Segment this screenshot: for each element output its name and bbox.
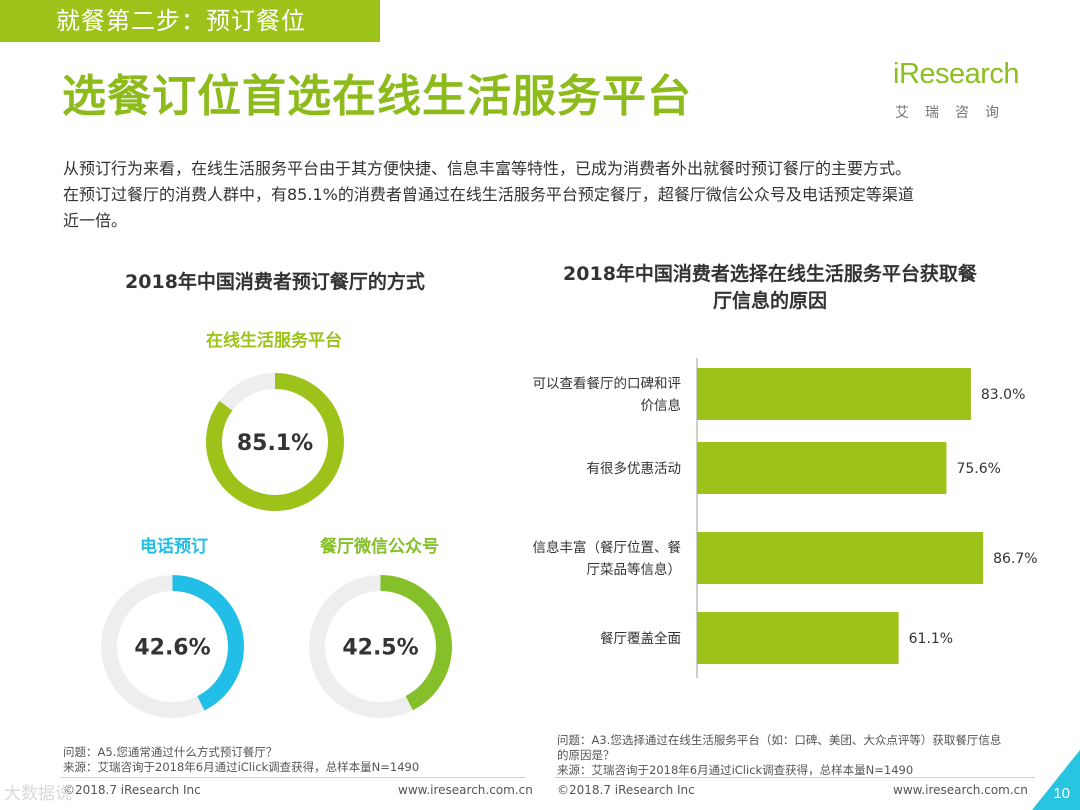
- donut-arc: [206, 373, 344, 511]
- donut-chart-wechat: 42.5%: [309, 575, 452, 718]
- page-title: 选餐订位首选在线生活服务平台: [62, 71, 692, 122]
- bar-category-label-2: 厅菜品等信息）: [587, 561, 682, 578]
- right-notes: 问题：A3.您选择通过在线生活服务平台（如：口碑、美团、大众点评等）获取餐厅信息…: [557, 733, 1001, 778]
- donut-arc: [101, 575, 244, 718]
- logo-wordmark: iResearch: [893, 58, 1020, 90]
- footer-copyright-left: ©2018.7 iResearch Inc: [63, 783, 201, 797]
- bar-3: [697, 612, 899, 664]
- left-notes: 问题：A5.您通常通过什么方式预订餐厅？ 来源：艾瑞咨询于2018年6月通过iC…: [63, 745, 419, 775]
- right-chart-title-line-1: 2018年中国消费者选择在线生活服务平台获取餐: [563, 263, 977, 285]
- footer-copyright-right: ©2018.7 iResearch Inc: [557, 783, 695, 797]
- footer-divider-left: [60, 777, 525, 778]
- left-note-question: 问题：A5.您通常通过什么方式预订餐厅？: [63, 745, 278, 759]
- footer-url-right[interactable]: www.iresearch.com.cn: [893, 783, 1028, 797]
- left-note-source: 来源：艾瑞咨询于2018年6月通过iClick调查获得，总样本量N=1490: [63, 760, 420, 774]
- right-note-question-2: 的原因是？: [557, 748, 615, 762]
- bar-category-label-0: 价信息: [641, 397, 682, 414]
- footer-url-left[interactable]: www.iresearch.com.cn: [398, 783, 533, 797]
- donut-arc: [309, 575, 452, 718]
- footer-divider-right: [555, 777, 1035, 778]
- bar-value-label-3: 61.1%: [909, 631, 953, 647]
- bar-category-label-2: 信息丰富（餐厅位置、餐: [533, 539, 682, 556]
- bar-value-label-0: 83.0%: [981, 387, 1025, 403]
- corner-triangle: [1032, 750, 1080, 810]
- section-step-tag: 就餐第二步：预订餐位: [0, 0, 380, 42]
- donut-label-phone: 电话预订: [140, 537, 208, 557]
- iresearch-logo: iResearch 艾瑞咨询: [893, 58, 1025, 126]
- bar-category-label-0: 可以查看餐厅的口碑和评: [533, 376, 682, 392]
- bar-0: [697, 368, 971, 420]
- donut-label-online: 在线生活服务平台: [206, 331, 342, 351]
- bar-category-label-1: 有很多优惠活动: [587, 460, 682, 477]
- left-chart-title: 2018年中国消费者预订餐厅的方式: [125, 271, 425, 293]
- right-note-question-1: 问题：A3.您选择通过在线生活服务平台（如：口碑、美团、大众点评等）获取餐厅信息: [557, 733, 1002, 747]
- page-number: 10: [1053, 785, 1070, 802]
- watermark-text: 大数据说: [4, 784, 72, 804]
- right-chart-title-line-2: 厅信息的原因: [712, 290, 827, 312]
- right-chart-title: 2018年中国消费者选择在线生活服务平台获取餐 厅信息的原因: [530, 261, 1010, 315]
- bar-category-label-3: 餐厅覆盖全面: [600, 630, 681, 647]
- donut-chart-online: 85.1%: [206, 373, 344, 511]
- intro-line-2: 在预订过餐厅的消费人群中，有85.1%的消费者曾通过在线生活服务平台预定餐厅，超…: [63, 185, 914, 204]
- intro-paragraph: 从预订行为来看，在线生活服务平台由于其方便快捷、信息丰富等特性，已成为消费者外出…: [63, 156, 1033, 234]
- bar-value-label-1: 75.6%: [956, 461, 1000, 477]
- intro-line-3: 近一倍。: [63, 211, 128, 230]
- donut-chart-phone: 42.6%: [101, 575, 244, 718]
- donut-label-wechat: 餐厅微信公众号: [320, 537, 439, 557]
- donut-value-label: 42.5%: [342, 636, 418, 661]
- donut-value-label: 42.6%: [134, 636, 210, 661]
- intro-line-1: 从预订行为来看，在线生活服务平台由于其方便快捷、信息丰富等特性，已成为消费者外出…: [63, 159, 912, 178]
- bar-2: [697, 532, 984, 584]
- bar-value-label-2: 86.7%: [993, 551, 1037, 567]
- right-note-source: 来源：艾瑞咨询于2018年6月通过iClick调查获得，总样本量N=1490: [557, 763, 914, 777]
- logo-chinese-name: 艾瑞咨询: [895, 105, 1015, 121]
- donut-value-label: 85.1%: [237, 431, 313, 456]
- bar-1: [697, 442, 947, 494]
